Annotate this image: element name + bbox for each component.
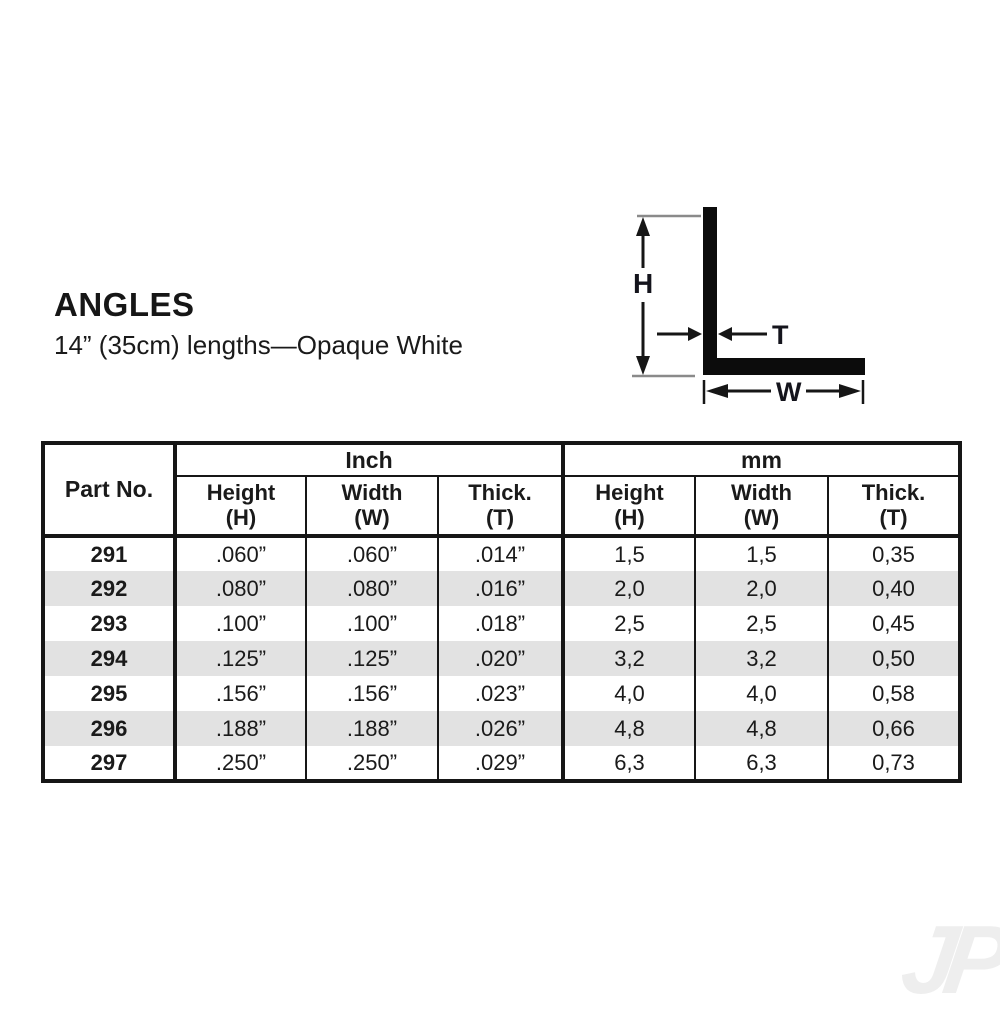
mm-thick-cell: 0,58 <box>872 680 915 706</box>
mm-width-header: Width (W) <box>695 476 829 538</box>
w-arrow-left-icon <box>706 384 728 398</box>
mm-thick-header: Thick. (T) <box>828 476 960 538</box>
inch-height-cell: .100” <box>175 606 307 641</box>
mm-height-cell: 3,2 <box>563 641 696 676</box>
subheader-line2: (T) <box>879 504 908 530</box>
subheader-line2: (H) <box>225 504 257 530</box>
mm-width-cell: 1,5 <box>695 536 829 571</box>
page-title: ANGLES <box>54 286 195 323</box>
mm-height-cell: 2,5 <box>563 606 696 641</box>
table-row: 296 .188” .188” .026” 4,8 4,8 0,66 <box>43 711 960 746</box>
part-number-cell: 293 <box>43 606 177 641</box>
mm-width-cell: 4,8 <box>695 711 829 746</box>
angle-horizontal-leg <box>703 358 865 375</box>
inch-height-cell: .188” <box>175 711 307 746</box>
mm-group-header: mm <box>563 443 960 477</box>
t-arrow-right-icon <box>688 327 702 341</box>
mm-thick-cell: 0,35 <box>872 541 915 567</box>
inch-width-cell: .080” <box>306 571 439 606</box>
inch-thick-header: Thick. (T) <box>438 476 565 538</box>
subheader-line1: Thick. <box>861 479 926 505</box>
inch-height-cell: .080” <box>175 571 307 606</box>
subheader-line2: (H) <box>614 504 645 530</box>
t-arrow-left-icon <box>718 327 732 341</box>
subheader-line2: (W) <box>354 504 390 530</box>
mm-height-cell: 1,5 <box>563 536 696 571</box>
parts-table-container: Part No. Inch mm Height (H) Width (W) Th… <box>41 441 962 783</box>
inch-width-cell: .100” <box>306 606 439 641</box>
part-number-cell: 292 <box>43 571 177 606</box>
subheader-line1: Width <box>341 479 403 505</box>
table-row: 291 .060” .060” .014” 1,5 1,5 0,35 <box>43 536 960 571</box>
parts-table: Part No. Inch mm Height (H) Width (W) Th… <box>41 441 962 783</box>
inch-thick-cell: .020” <box>438 641 565 676</box>
mm-height-cell: 4,0 <box>563 676 696 711</box>
table-row: 293 .100” .100” .018” 2,5 2,5 0,45 <box>43 606 960 641</box>
jp-watermark-logo: JP <box>895 905 1000 1014</box>
mm-height-cell: 6,3 <box>563 746 696 781</box>
mm-height-cell: 4,8 <box>563 711 696 746</box>
title-block: ANGLES 14” (35cm) lengths—Opaque White <box>54 288 463 358</box>
inch-height-cell: .125” <box>175 641 307 676</box>
mm-thick-cell: 0,66 <box>872 715 915 741</box>
mm-thick-cell: 0,40 <box>872 575 915 601</box>
mm-thick-cell: 0,73 <box>872 749 915 775</box>
inch-height-cell: .250” <box>175 746 307 781</box>
table-row: 295 .156” .156” .023” 4,0 4,0 0,58 <box>43 676 960 711</box>
table-header: Part No. Inch mm Height (H) Width (W) Th… <box>43 443 960 538</box>
mm-height-header: Height (H) <box>563 476 696 538</box>
subheader-line1: Height <box>595 479 664 505</box>
mm-thick-cell: 0,45 <box>872 610 915 636</box>
inch-thick-cell: .014” <box>438 536 565 571</box>
mm-width-cell: 4,0 <box>695 676 829 711</box>
part-number-cell: 295 <box>43 676 177 711</box>
width-label: W <box>776 377 802 407</box>
inch-thick-cell: .023” <box>438 676 565 711</box>
mm-width-cell: 2,0 <box>695 571 829 606</box>
mm-thick-cell: 0,50 <box>872 645 915 671</box>
subheader-line2: (T) <box>485 504 515 530</box>
page-subtitle: 14” (35cm) lengths—Opaque White <box>54 330 463 360</box>
table-body: 291 .060” .060” .014” 1,5 1,5 0,35 292 .… <box>43 536 960 781</box>
inch-width-header: Width (W) <box>306 476 439 538</box>
table-row: 294 .125” .125” .020” 3,2 3,2 0,50 <box>43 641 960 676</box>
inch-height-cell: .060” <box>175 536 307 571</box>
inch-height-cell: .156” <box>175 676 307 711</box>
mm-height-cell: 2,0 <box>563 571 696 606</box>
part-number-cell: 297 <box>43 746 177 781</box>
table-row: 292 .080” .080” .016” 2,0 2,0 0,40 <box>43 571 960 606</box>
inch-thick-cell: .016” <box>438 571 565 606</box>
subheader-line2: (W) <box>743 504 780 530</box>
h-arrow-up-icon <box>636 217 650 236</box>
inch-width-cell: .060” <box>306 536 439 571</box>
table-row: 297 .250” .250” .029” 6,3 6,3 0,73 <box>43 746 960 781</box>
inch-width-cell: .125” <box>306 641 439 676</box>
angle-dimension-diagram: H T W <box>632 207 865 407</box>
angle-vertical-leg <box>703 207 717 375</box>
part-number-cell: 294 <box>43 641 177 676</box>
height-label: H <box>633 268 653 299</box>
mm-width-cell: 3,2 <box>695 641 829 676</box>
mm-width-cell: 2,5 <box>695 606 829 641</box>
group-header-row: Part No. Inch mm <box>43 443 960 538</box>
w-arrow-right-icon <box>839 384 861 398</box>
inch-thick-cell: .029” <box>438 746 565 781</box>
inch-width-cell: .250” <box>306 746 439 781</box>
subheader-line1: Width <box>731 479 792 505</box>
inch-group-header: Inch <box>175 443 565 477</box>
part-no-header: Part No. <box>43 443 177 538</box>
inch-thick-cell: .026” <box>438 711 565 746</box>
inch-thick-cell: .018” <box>438 606 565 641</box>
part-number-cell: 291 <box>43 536 177 571</box>
subheader-row: Height (H) Width (W) Thick. (T) Height (… <box>43 476 960 538</box>
subheader-line1: Height <box>206 479 276 505</box>
inch-width-cell: .188” <box>306 711 439 746</box>
inch-width-cell: .156” <box>306 676 439 711</box>
inch-height-header: Height (H) <box>175 476 307 538</box>
mm-width-cell: 6,3 <box>695 746 829 781</box>
part-number-cell: 296 <box>43 711 177 746</box>
subheader-line1: Thick. <box>468 479 532 505</box>
thickness-label: T <box>772 320 789 350</box>
h-arrow-down-icon <box>636 356 650 375</box>
